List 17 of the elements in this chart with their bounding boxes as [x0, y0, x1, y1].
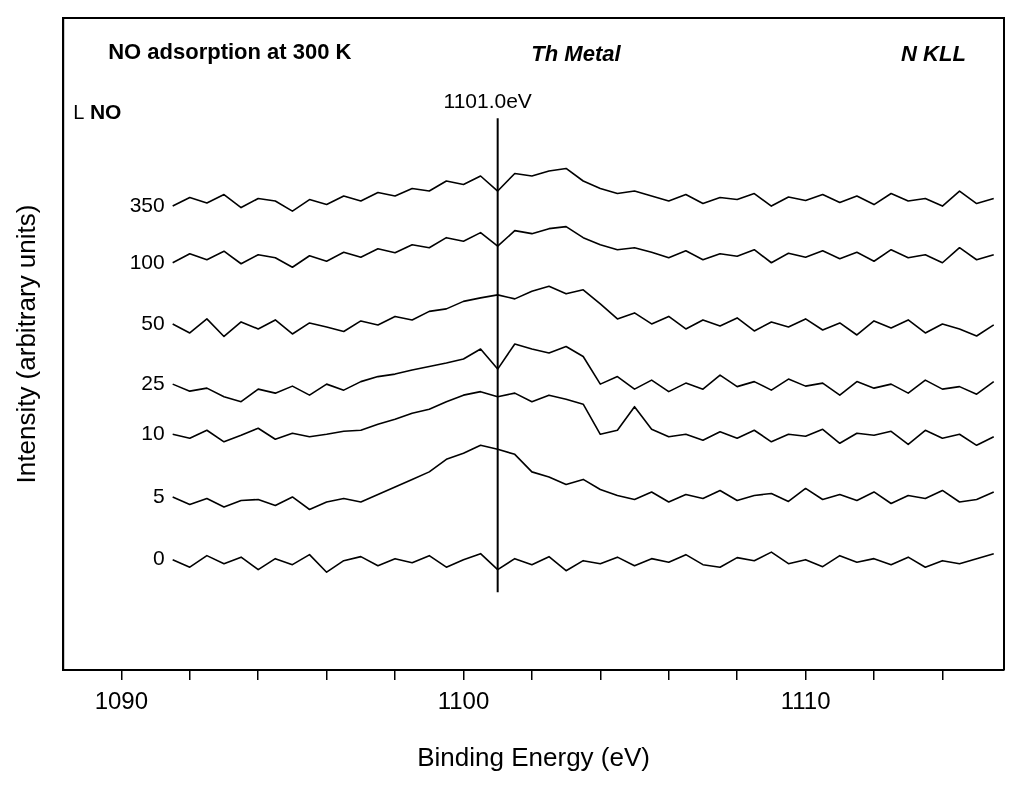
series-label: 10 — [141, 421, 165, 445]
x-tick-label: 1090 — [94, 687, 149, 715]
x-tick-label: 1100 — [437, 687, 490, 715]
text: N KLL — [901, 41, 966, 67]
series-label: 350 — [129, 192, 165, 216]
y-axis-title: Intensity (arbitrary units) — [10, 204, 41, 484]
chart-title: NO adsorption at 300 K — [108, 39, 352, 65]
series-label: 50 — [141, 310, 165, 334]
series-label: 0 — [152, 546, 165, 570]
legend-title: L NO — [73, 99, 122, 123]
x-axis-title: Binding Energy (eV) — [417, 741, 650, 772]
series-label: 25 — [141, 370, 165, 394]
series-label: 100 — [129, 249, 165, 273]
text: Th Metal — [531, 41, 622, 67]
series-label: 5 — [152, 483, 165, 507]
ref-line-label: 1101.0eV — [443, 89, 532, 113]
x-tick-label: 1110 — [780, 687, 831, 715]
